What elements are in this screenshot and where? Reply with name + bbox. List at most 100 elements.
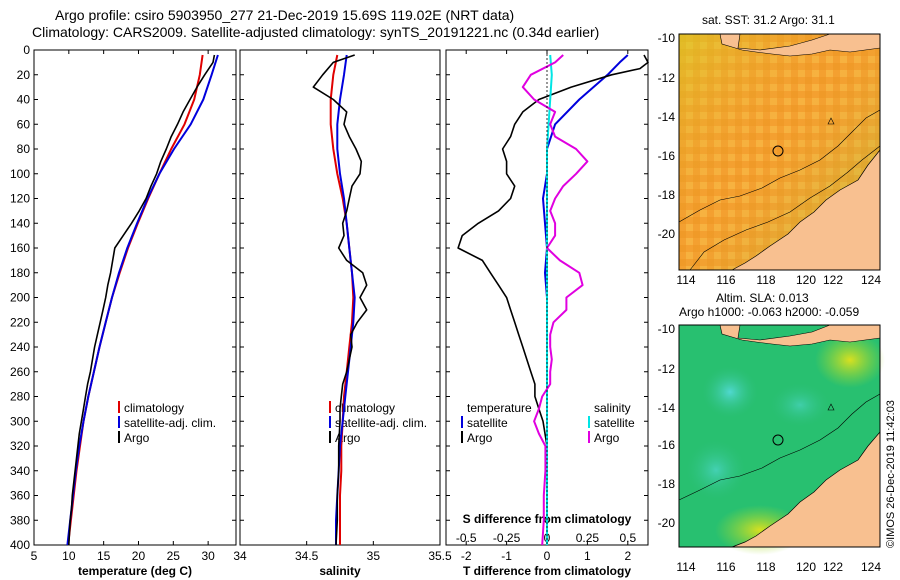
depth-tick-label: 0 <box>23 43 30 57</box>
isobath <box>689 145 881 271</box>
depth-tick-label: 280 <box>10 390 30 404</box>
sla-x-tick: 124 <box>861 560 881 574</box>
x2-tick-label: 0.5 <box>619 531 636 545</box>
x-tick-label: 34 <box>233 549 247 563</box>
sla-y-tick: -10 <box>658 322 676 336</box>
depth-tick-label: 380 <box>10 513 30 527</box>
x-tick-label: 2 <box>624 549 631 563</box>
title-line-1: Argo profile: csiro 5903950_277 21-Dec-2… <box>55 7 514 23</box>
depth-tick-label: 160 <box>10 241 30 255</box>
sst-y-tick: -18 <box>658 188 676 202</box>
sst-x-tick: 116 <box>716 273 735 287</box>
sla-map-title-2: Argo h1000: -0.063 h2000: -0.059 <box>679 305 859 319</box>
salinity-axis-label: salinity <box>319 564 361 578</box>
depth-tick-label: 320 <box>10 439 30 453</box>
x-tick-label: 20 <box>132 549 146 563</box>
sst-map-x-ticks: 114 116 118 120 122 124 <box>676 273 881 287</box>
argo-location-marker <box>772 434 784 446</box>
depth-tick-label: 240 <box>10 340 30 354</box>
temperature-legend: climatology satellite-adj. clim. Argo <box>118 401 216 445</box>
x-tick-label: 25 <box>167 549 181 563</box>
legend-salinity-title: salinity <box>594 401 631 415</box>
series-line-s-argo <box>521 54 589 546</box>
legend-s-satellite: satellite <box>594 416 635 430</box>
series-line-argo <box>312 54 368 546</box>
sst-map-y-ticks: -10 -12 -14 -16 -18 -20 <box>658 31 676 241</box>
coastline-land <box>719 33 881 57</box>
sla-x-tick: 120 <box>796 560 816 574</box>
sla-x-tick: 114 <box>676 560 695 574</box>
x2-tick-label: -0.5 <box>456 531 477 545</box>
t-difference-axis-label: T difference from climatology <box>463 564 631 578</box>
sst-y-tick: -10 <box>658 31 676 45</box>
imos-credit: ©IMOS 26-Dec-2019 11:42:03 <box>885 400 897 548</box>
salinity-panel <box>239 49 441 546</box>
depth-tick-label: 400 <box>10 538 30 552</box>
isobath <box>678 393 881 501</box>
sla-y-tick: -18 <box>658 477 676 491</box>
x-tick-label: 30 <box>201 549 215 563</box>
sst-map-title: sat. SST: 31.2 Argo: 31.1 <box>702 13 835 27</box>
x-tick-label: 1 <box>584 549 591 563</box>
sst-x-tick: 122 <box>823 273 843 287</box>
argo-location-marker <box>772 145 784 157</box>
legend-satellite-adj: satellite-adj. clim. <box>335 416 427 430</box>
series-line-argo <box>68 54 216 546</box>
depth-tick-label: 260 <box>10 365 30 379</box>
depth-tick-label: 360 <box>10 489 30 503</box>
sst-y-tick: -16 <box>658 149 676 163</box>
legend-climatology: climatology <box>124 401 184 415</box>
sst-x-tick: 114 <box>676 273 695 287</box>
x-tick-label: 15 <box>97 549 111 563</box>
sla-x-tick: 118 <box>756 560 775 574</box>
title-line-2: Climatology: CARS2009. Satellite-adjuste… <box>32 24 599 40</box>
sla-map-y-ticks: -10 -12 -14 -16 -18 -20 <box>658 322 676 530</box>
x2-tick-label: -0.25 <box>493 531 521 545</box>
sst-y-tick: -14 <box>658 110 676 124</box>
depth-tick-label: 340 <box>10 464 30 478</box>
depth-tick-label: 20 <box>17 68 31 82</box>
sst-x-tick: 124 <box>861 273 881 287</box>
temperature-axis-label: temperature (deg C) <box>78 564 192 578</box>
depth-tick-label: 220 <box>10 315 30 329</box>
x-tick-label: 34.5 <box>295 549 319 563</box>
coastline-land <box>719 324 881 347</box>
sst-x-tick: 120 <box>796 273 816 287</box>
sla-x-tick: 116 <box>716 560 735 574</box>
x2-tick-label: 0.25 <box>576 531 600 545</box>
legend-s-argo: Argo <box>594 431 620 445</box>
difference-legend: temperature satellite Argo salinity sate… <box>461 401 635 445</box>
depth-tick-label: 140 <box>10 216 30 230</box>
sla-map-title-1: Altim. SLA: 0.013 <box>716 291 809 305</box>
sst-y-tick: -12 <box>658 71 676 85</box>
series-line-satellite-adj-clim- <box>66 54 219 546</box>
legend-temperature-title: temperature <box>467 401 532 415</box>
sst-x-tick: 118 <box>756 273 775 287</box>
legend-t-argo: Argo <box>467 431 493 445</box>
x-tick-label: 35 <box>367 549 381 563</box>
series-line-climatology <box>329 54 355 545</box>
temperature-panel <box>33 49 237 546</box>
sla-x-tick: 122 <box>823 560 843 574</box>
x-tick-label: 10 <box>62 549 76 563</box>
sla-y-tick: -16 <box>658 438 676 452</box>
x-tick-label: 5 <box>31 549 38 563</box>
legend-satellite-adj: satellite-adj. clim. <box>124 416 216 430</box>
sst-map <box>678 33 881 271</box>
x-tick-label: 0 <box>544 549 551 563</box>
depth-tick-label: 60 <box>17 117 31 131</box>
depth-tick-label: 80 <box>17 142 31 156</box>
sla-y-tick: -12 <box>658 362 676 376</box>
land-area <box>731 149 881 271</box>
depth-tick-label: 40 <box>17 93 31 107</box>
legend-t-satellite: satellite <box>467 416 508 430</box>
depth-tick-label: 100 <box>10 167 30 181</box>
sla-y-tick: -14 <box>658 401 676 415</box>
legend-climatology: climatology <box>335 401 395 415</box>
sla-map-x-ticks: 114 116 118 120 122 124 <box>676 560 881 574</box>
legend-argo: Argo <box>124 431 150 445</box>
isobath <box>678 109 881 223</box>
x-tick-label: 35.5 <box>428 549 452 563</box>
depth-tick-label: 180 <box>10 266 30 280</box>
